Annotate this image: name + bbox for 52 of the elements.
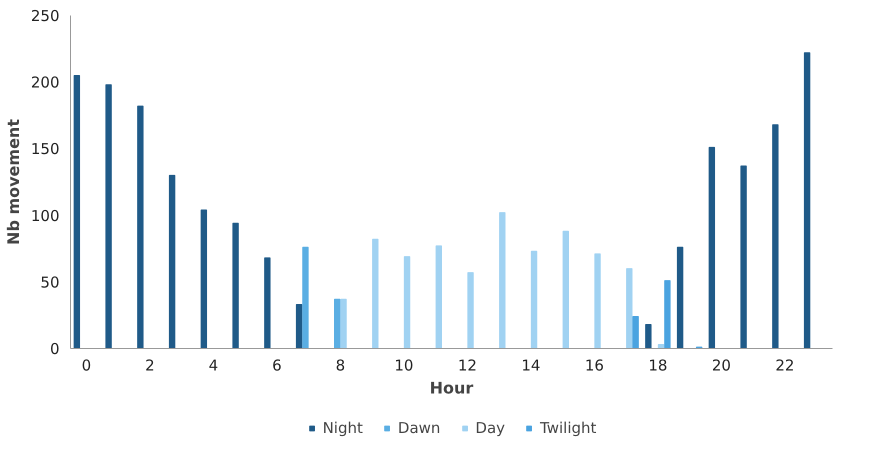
x-tick-label: 6 <box>272 356 282 374</box>
bar <box>626 268 632 348</box>
bar <box>467 272 474 348</box>
bar <box>676 246 684 348</box>
bar <box>232 222 239 348</box>
bar <box>302 246 309 348</box>
bar <box>74 74 80 348</box>
bar <box>334 298 340 348</box>
bar <box>137 106 144 348</box>
bar <box>530 250 538 348</box>
bar <box>296 304 302 348</box>
bar <box>200 209 208 348</box>
bar <box>404 256 410 348</box>
legend-label: Day <box>475 418 506 436</box>
bar <box>372 238 378 348</box>
x-tick-label: 4 <box>208 356 218 374</box>
bar <box>436 245 442 348</box>
legend-label: Dawn <box>398 418 440 436</box>
y-tick-label: 0 <box>50 340 60 358</box>
x-tick-label: 18 <box>648 356 668 374</box>
x-tick-label: 14 <box>521 356 540 374</box>
x-tick-label: 12 <box>458 356 477 374</box>
x-tick-label: 0 <box>82 356 92 374</box>
bar <box>772 124 779 348</box>
x-tick-label: 22 <box>775 356 794 374</box>
bar <box>168 174 176 348</box>
bar <box>645 324 652 348</box>
y-tick-label: 200 <box>30 74 60 92</box>
y-tick-label: 150 <box>30 140 60 158</box>
bar <box>562 230 569 348</box>
y-axis-title: Nb movement <box>4 118 23 245</box>
y-tick-label: 250 <box>30 7 60 25</box>
bar <box>264 257 271 348</box>
bar <box>499 212 506 348</box>
x-tick-label: 10 <box>394 356 414 374</box>
x-tick-label: 16 <box>584 356 604 374</box>
bar <box>594 253 601 348</box>
x-tick-label: 2 <box>145 356 155 374</box>
legend-label: Night <box>322 418 363 436</box>
bar <box>340 298 347 348</box>
x-tick-label: 20 <box>712 356 731 374</box>
x-axis-title: Hour <box>430 378 474 398</box>
y-tick-label: 100 <box>30 206 60 225</box>
legend-label: Twilight <box>540 418 596 436</box>
bar <box>105 84 112 348</box>
bar <box>740 166 747 348</box>
x-tick-label: 8 <box>336 356 346 374</box>
bar <box>804 52 810 348</box>
bar <box>632 316 639 348</box>
y-tick-label: 50 <box>40 273 60 292</box>
bar <box>664 280 671 348</box>
bar <box>708 146 716 348</box>
